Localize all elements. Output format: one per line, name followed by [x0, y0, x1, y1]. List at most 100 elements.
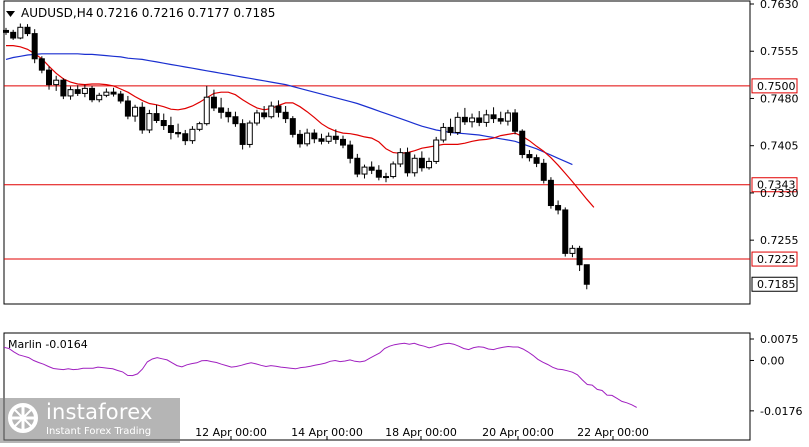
bear-candle-body: [74, 89, 81, 94]
candle: [397, 148, 404, 168]
candle: [296, 129, 303, 148]
watermark-tagline: Instant Forex Trading: [46, 426, 152, 437]
bear-candle-body: [332, 135, 339, 140]
bull-candle-body: [433, 139, 440, 162]
candle: [103, 88, 110, 98]
bear-candle-body: [519, 130, 526, 156]
bear-candle-body: [225, 111, 232, 118]
candle: [411, 154, 418, 177]
bear-candle-body: [311, 132, 318, 140]
candle: [189, 126, 196, 144]
menu-triangle-icon[interactable]: [6, 11, 15, 17]
ma-blue-line: [5, 53, 573, 166]
bull-candle-body: [132, 106, 139, 117]
candle: [519, 129, 526, 159]
bear-candle-body: [476, 117, 483, 123]
bear-candle-body: [583, 264, 590, 285]
time-tick-label: 14 Apr 00:00: [291, 426, 363, 439]
bull-candle-body: [469, 117, 476, 123]
candle: [268, 101, 275, 119]
candle: [246, 120, 253, 148]
bear-candle-body: [339, 138, 346, 146]
candle: [3, 27, 9, 35]
candle: [74, 85, 81, 96]
bear-candle-body: [10, 31, 17, 39]
bear-candle-body: [497, 118, 504, 122]
bear-candle-body: [540, 162, 547, 181]
bear-candle-body: [347, 144, 354, 159]
candle: [146, 109, 153, 134]
candle: [96, 92, 103, 103]
bear-candle-body: [110, 91, 117, 95]
bear-candle-body: [289, 118, 296, 135]
main-plot-area: [3, 0, 751, 305]
price-tick-label: 0.7480: [760, 92, 799, 105]
candle: [24, 24, 31, 37]
bear-candle-body: [404, 152, 411, 174]
candle: [390, 161, 397, 179]
candle: [289, 116, 296, 138]
candle: [555, 200, 562, 215]
bull-candle-body: [146, 113, 153, 131]
watermark-brand: instaforex: [46, 400, 153, 424]
ma-red-line: [6, 44, 595, 208]
bear-candle-body: [24, 26, 31, 35]
bear-candle-body: [547, 179, 554, 207]
candle: [203, 85, 210, 126]
candle: [490, 107, 497, 124]
candle: [433, 136, 440, 164]
price-tick-label: 0.7255: [760, 234, 799, 247]
candle: [540, 158, 547, 184]
bear-candle-body: [375, 169, 382, 178]
candle: [404, 147, 411, 177]
bull-candle-body: [504, 112, 511, 122]
bull-candle-body: [268, 105, 275, 118]
marlin-line: [3, 342, 637, 408]
candle: [182, 129, 189, 146]
bear-candle-body: [46, 69, 53, 86]
bear-candle-body: [167, 125, 174, 133]
bull-candle-body: [440, 126, 447, 141]
candle: [347, 140, 354, 164]
bear-candle-body: [218, 107, 225, 113]
candle: [10, 29, 17, 40]
bear-candle-body: [576, 247, 583, 266]
current-price-box: [751, 276, 798, 292]
candle: [547, 177, 554, 209]
bear-candle-body: [89, 87, 96, 101]
candle: [512, 109, 519, 135]
price-tick-label: 0.7630: [760, 0, 799, 11]
bear-candle-body: [418, 157, 425, 169]
bull-candle-body: [361, 166, 368, 175]
candle: [139, 102, 146, 134]
candle: [210, 89, 217, 112]
bear-candle-body: [60, 79, 67, 97]
bear-candle-body: [354, 157, 361, 175]
candle: [325, 132, 332, 144]
candle: [275, 100, 282, 118]
candle: [361, 164, 368, 179]
bull-candle-body: [103, 91, 110, 96]
candle: [46, 66, 53, 90]
time-tick-label: 22 Apr 00:00: [577, 426, 649, 439]
candle: [447, 118, 454, 136]
bear-candle-body: [282, 111, 289, 120]
indicator-title: Marlin -0.0164: [8, 338, 88, 351]
candle: [53, 75, 60, 91]
bear-candle-body: [232, 116, 239, 125]
candle: [368, 161, 375, 175]
horizontal-levels: 0.7500 0.7343 0.7225 0.7185: [4, 78, 798, 292]
bull-candle-body: [253, 112, 260, 124]
candle: [175, 123, 182, 138]
candle: [225, 107, 232, 123]
candle: [461, 107, 468, 125]
bull-candle-body: [325, 135, 332, 142]
candle: [533, 154, 540, 168]
candle: [483, 109, 490, 127]
bear-candle-body: [31, 33, 38, 60]
candle: [497, 111, 504, 125]
indicator-tick-label: -0.0176: [760, 405, 802, 418]
bull-candle-body: [483, 114, 490, 123]
bull-candle-body: [390, 163, 397, 178]
